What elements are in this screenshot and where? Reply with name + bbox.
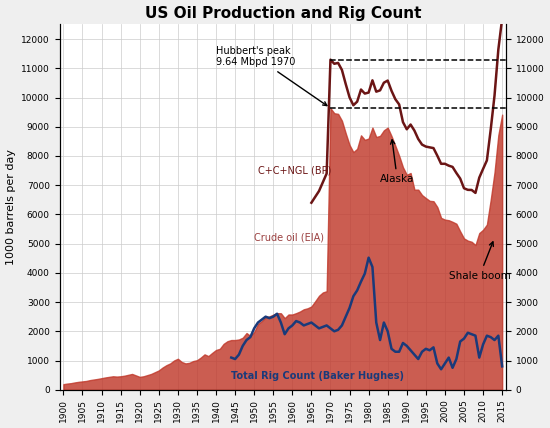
Text: Alaska: Alaska	[380, 140, 415, 184]
Text: Shale boom: Shale boom	[449, 242, 510, 281]
Text: Total Rig Count (Baker Hughes): Total Rig Count (Baker Hughes)	[231, 372, 404, 381]
Text: Crude oil (EIA): Crude oil (EIA)	[254, 233, 324, 243]
Y-axis label: 1000 barrels per day: 1000 barrels per day	[6, 149, 15, 265]
Text: C+C+NGL (BP): C+C+NGL (BP)	[258, 166, 331, 175]
Title: US Oil Production and Rig Count: US Oil Production and Rig Count	[145, 6, 421, 21]
Text: Hubbert's peak
9.64 Mbpd 1970: Hubbert's peak 9.64 Mbpd 1970	[216, 46, 327, 106]
